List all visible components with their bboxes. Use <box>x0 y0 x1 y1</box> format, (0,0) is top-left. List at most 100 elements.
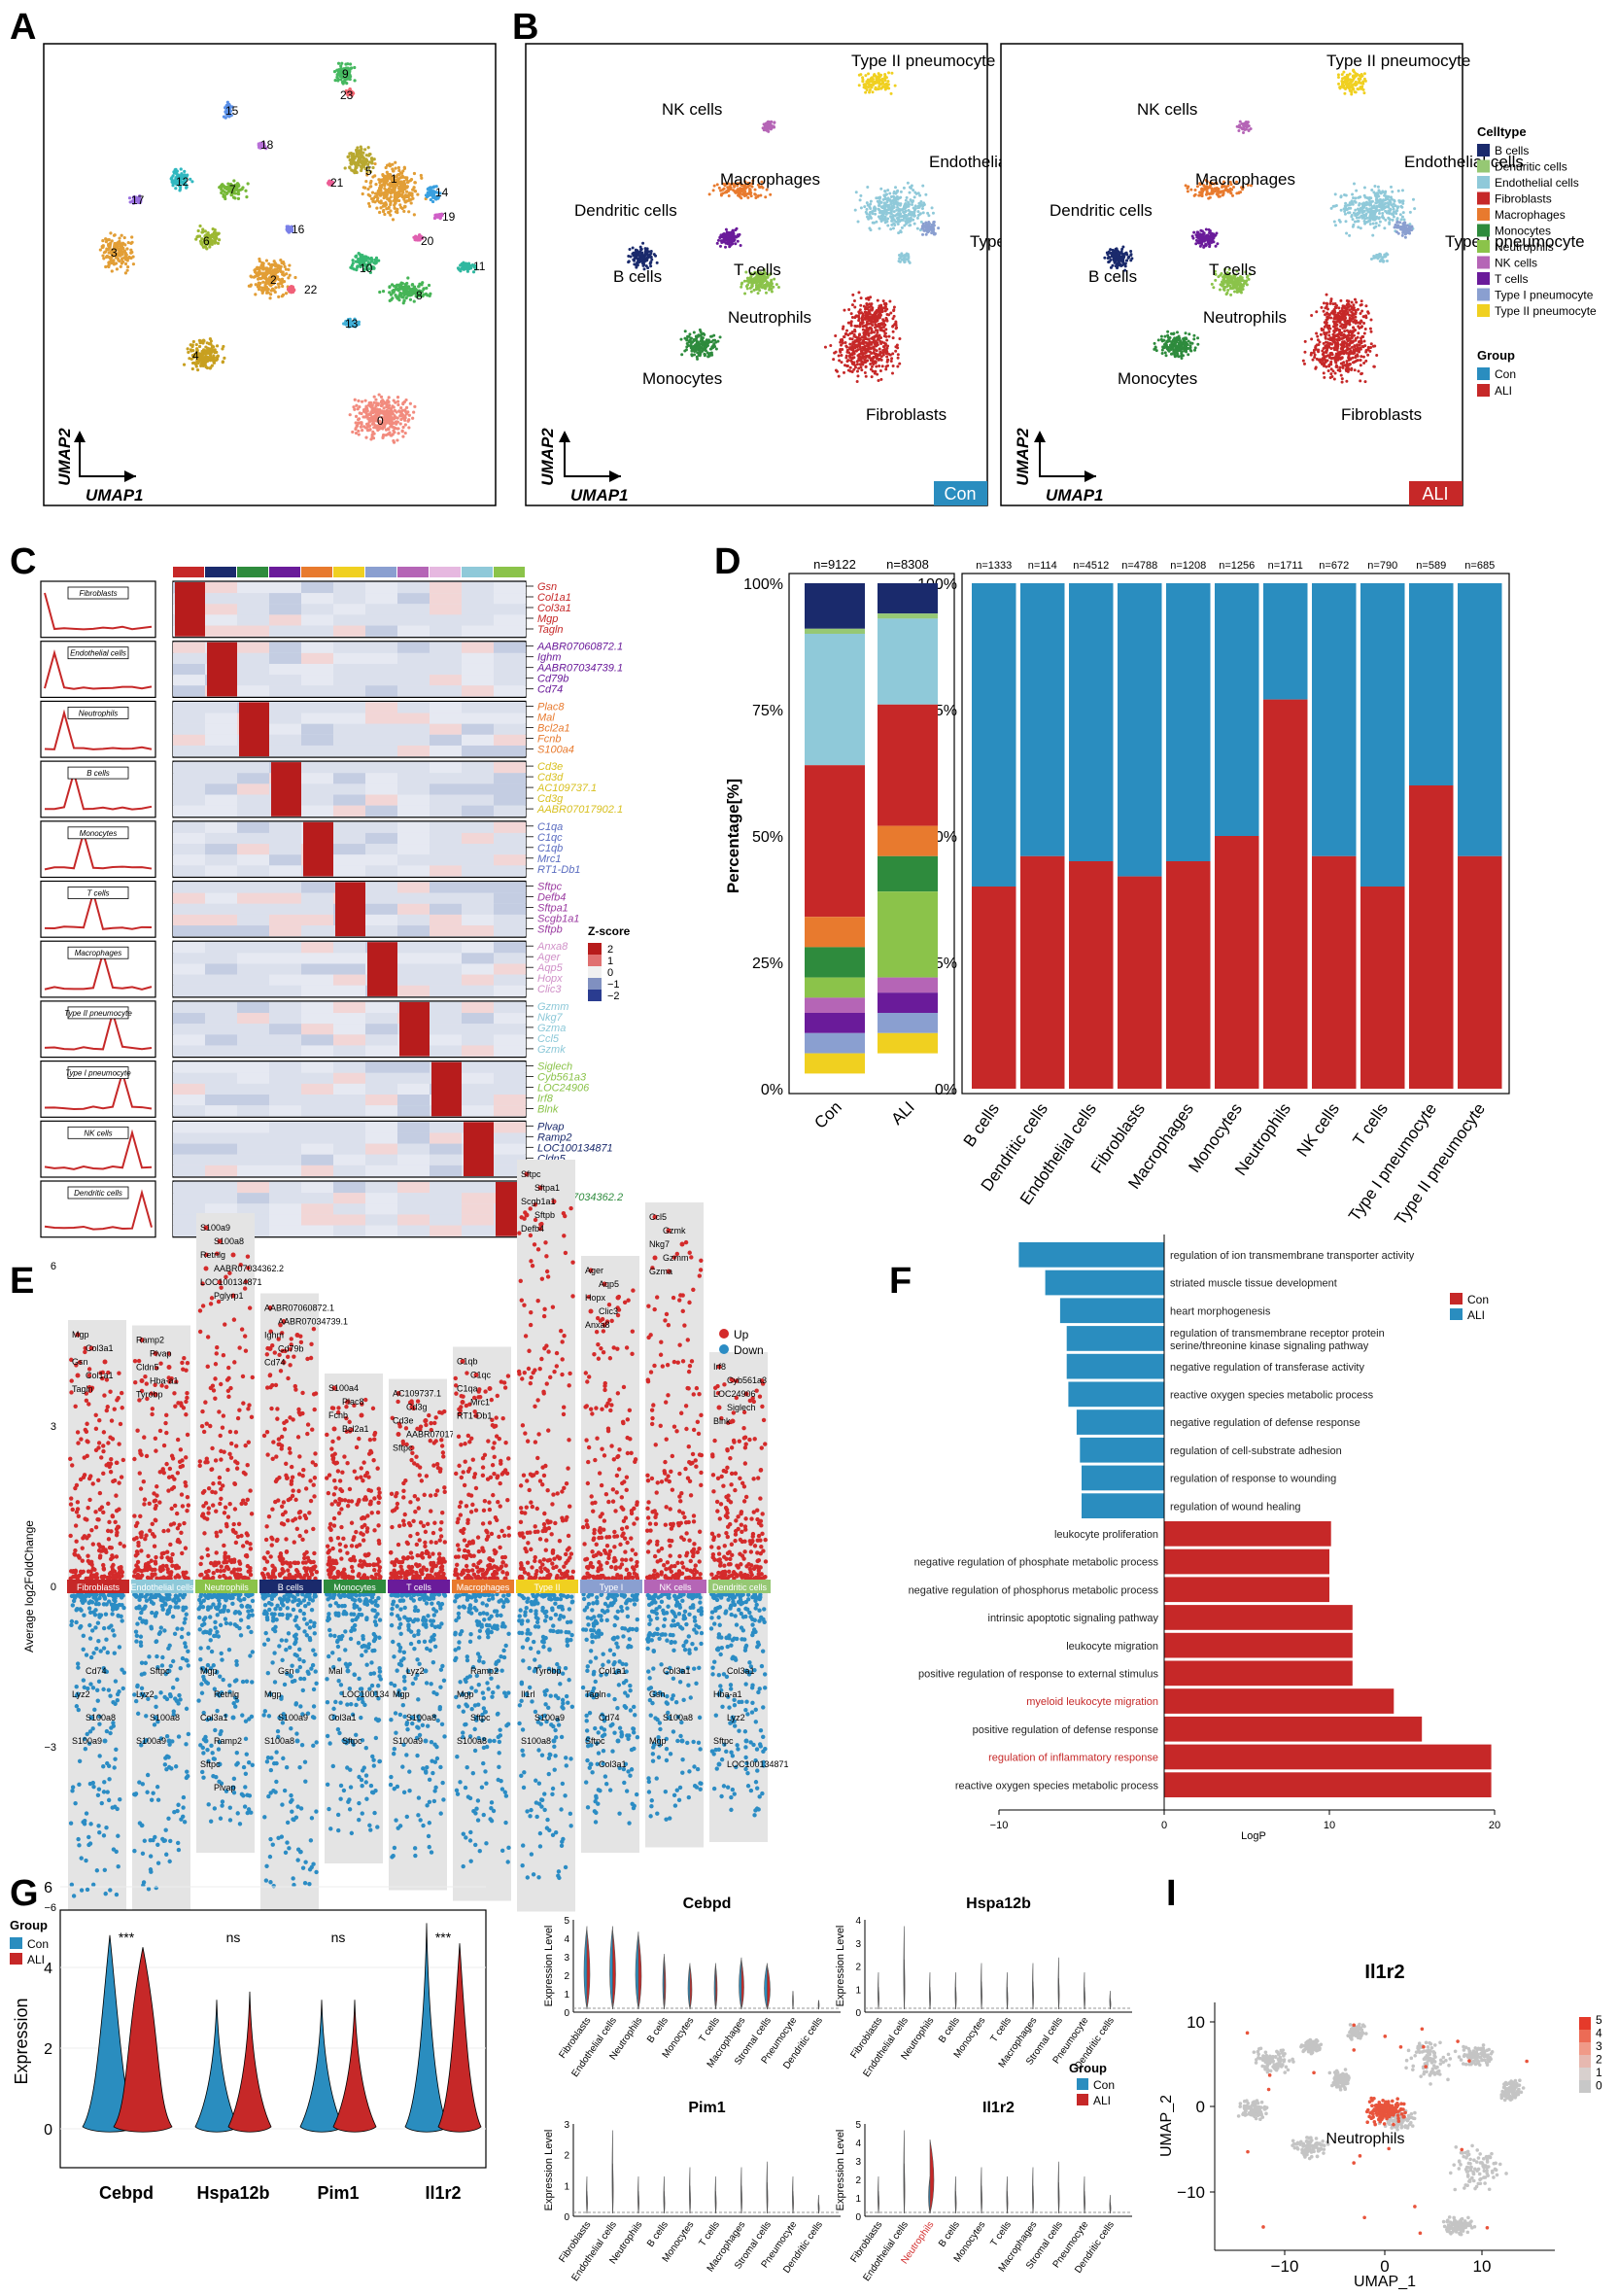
cell-point <box>890 357 894 361</box>
cluster-label: 11 <box>473 260 486 273</box>
cell-point <box>726 242 730 246</box>
cluster-point <box>408 401 412 405</box>
cluster-point <box>377 259 381 262</box>
cell-point <box>1357 77 1360 81</box>
cell-point <box>724 245 728 249</box>
cell-point <box>1125 259 1129 262</box>
cluster-point <box>382 406 386 410</box>
cell-point <box>1215 192 1219 196</box>
cell-point <box>765 188 769 191</box>
cell-point <box>894 186 898 190</box>
cluster-label: 7 <box>229 183 236 196</box>
cluster-point <box>353 407 357 411</box>
cluster-point <box>403 199 407 203</box>
cluster-point <box>101 254 105 258</box>
cell-point <box>921 232 925 236</box>
cell-point <box>685 345 689 349</box>
cell-point <box>699 330 703 333</box>
cell-point <box>1401 211 1405 215</box>
cell-point <box>764 291 768 295</box>
cluster-point <box>395 210 399 214</box>
cell-point <box>853 346 857 350</box>
cluster-point <box>171 182 175 186</box>
cluster-point <box>356 146 360 150</box>
cluster-point <box>361 429 364 433</box>
cell-point <box>901 218 905 222</box>
cell-point <box>1189 188 1193 191</box>
cell-point <box>1352 87 1356 90</box>
cluster-point <box>268 296 272 300</box>
cluster-point <box>348 77 352 82</box>
cell-point <box>868 305 872 309</box>
cell-point <box>848 321 852 325</box>
cell-point <box>902 210 906 214</box>
cluster-point <box>353 79 357 83</box>
cluster-point <box>361 191 364 196</box>
cell-point <box>770 280 774 284</box>
cluster-point <box>393 408 396 413</box>
cluster-point <box>120 260 124 263</box>
cluster-point <box>337 72 341 76</box>
cell-point <box>898 336 902 340</box>
cell-point <box>1103 256 1107 260</box>
cell-point <box>864 365 868 368</box>
cell-point <box>931 211 935 215</box>
cell-point <box>861 325 865 329</box>
cell-point <box>712 333 716 337</box>
cluster-label: 9 <box>342 67 349 81</box>
cell-point <box>1123 261 1127 265</box>
cluster-point <box>209 342 213 346</box>
cluster-point <box>396 400 400 403</box>
cluster-point <box>356 422 361 426</box>
cell-point <box>646 256 650 260</box>
cluster-point <box>369 437 373 441</box>
cluster-point <box>363 159 367 163</box>
cluster-point <box>351 154 355 157</box>
cell-point <box>916 206 920 210</box>
cluster-point <box>254 283 258 287</box>
cell-point <box>881 325 885 329</box>
cluster-point <box>387 396 391 400</box>
cell-point <box>878 353 881 357</box>
cluster-point <box>123 243 127 247</box>
cell-point <box>871 212 875 216</box>
cluster-point <box>412 171 417 176</box>
cluster-point <box>366 429 370 433</box>
cell-point <box>1356 220 1360 224</box>
cell-point <box>892 314 896 318</box>
cluster-point <box>371 165 375 170</box>
cluster-point <box>360 400 364 403</box>
cell-point <box>845 364 849 367</box>
cluster-point <box>362 425 366 429</box>
cell-point <box>868 302 872 306</box>
cell-point <box>692 349 696 353</box>
cell-point <box>649 252 653 256</box>
panel-label-b: B <box>512 7 538 48</box>
cell-point <box>765 283 769 287</box>
cell-point <box>699 342 703 346</box>
cluster-point <box>379 206 383 210</box>
cluster-point <box>394 421 397 425</box>
cluster-point <box>102 257 106 261</box>
cell-point <box>1372 226 1376 229</box>
cell-point <box>1346 76 1350 80</box>
cell-point <box>1239 191 1243 194</box>
cluster-point <box>393 206 396 210</box>
cluster-point <box>279 264 283 268</box>
cell-point <box>747 278 751 282</box>
cluster-point <box>370 405 374 409</box>
cell-point <box>887 313 891 317</box>
cell-point <box>885 355 889 359</box>
cell-point <box>707 340 711 344</box>
cluster-point <box>360 411 363 416</box>
cluster-point <box>260 266 264 270</box>
panel-label-a: A <box>10 7 36 48</box>
cell-point <box>888 191 892 195</box>
cluster-point <box>353 398 357 401</box>
cluster-point <box>393 431 396 435</box>
cell-point <box>853 305 857 309</box>
cell-point <box>855 379 859 383</box>
cell-point <box>680 353 684 357</box>
cluster-point <box>340 61 344 65</box>
cell-point <box>641 241 645 245</box>
